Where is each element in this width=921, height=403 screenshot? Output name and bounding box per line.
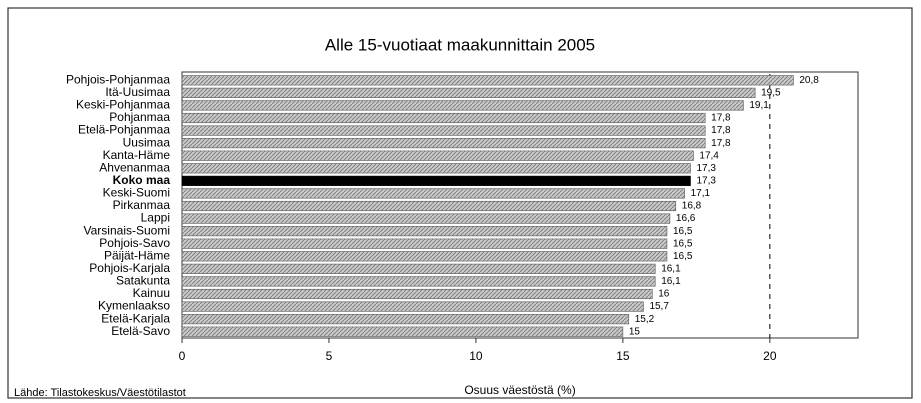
- category-label: Keski-Suomi: [103, 186, 170, 200]
- value-label: 15,7: [649, 301, 669, 312]
- category-label: Koko maa: [113, 173, 171, 187]
- category-label: Pohjanmaa: [109, 110, 170, 124]
- bar: [181, 263, 656, 274]
- category-label: Uusimaa: [123, 135, 171, 149]
- x-tick-label: 20: [763, 349, 777, 363]
- bar: [181, 226, 668, 237]
- category-label: Pirkanmaa: [113, 198, 171, 212]
- category-label: Etelä-Pohjanmaa: [78, 123, 170, 137]
- category-label: Päijät-Häme: [104, 248, 170, 262]
- bar: [181, 251, 668, 262]
- x-tick-label: 5: [326, 349, 333, 363]
- bar: [181, 175, 691, 186]
- value-label: 15,2: [635, 314, 655, 325]
- bar: [181, 326, 624, 337]
- x-tick-label: 0: [179, 349, 186, 363]
- value-label: 17,8: [711, 138, 731, 149]
- value-label: 17,1: [691, 188, 711, 199]
- value-label: 17,4: [699, 150, 719, 161]
- bar: [181, 150, 694, 161]
- value-label: 16: [658, 289, 670, 300]
- bar: [181, 288, 653, 300]
- value-label: 16,1: [661, 263, 681, 274]
- source-note: Lähde: Tilastokeskus/Väestötilastot: [14, 387, 186, 399]
- category-label: Pohjois-Pohjanmaa: [66, 72, 170, 86]
- bar: [181, 188, 685, 199]
- bar: [181, 125, 706, 136]
- category-label: Itä-Uusimaa: [105, 85, 170, 99]
- category-label: Kanta-Häme: [103, 148, 171, 162]
- category-label: Pohjois-Karjala: [89, 261, 170, 275]
- bar: [181, 213, 671, 224]
- bar: [181, 238, 668, 249]
- value-label: 17,3: [696, 175, 716, 186]
- category-label: Kymenlaakso: [98, 299, 170, 313]
- category-label: Satakunta: [116, 274, 170, 288]
- value-label: 16,5: [673, 238, 693, 249]
- chart-title: Alle 15-vuotiaat maakunnittain 2005: [325, 35, 595, 54]
- category-label: Lappi: [141, 211, 170, 225]
- value-label: 16,5: [673, 226, 693, 237]
- bar: [181, 87, 756, 98]
- category-label: Kainuu: [133, 286, 170, 300]
- category-label: Etelä-Karjala: [101, 311, 170, 325]
- bar: [181, 100, 744, 111]
- category-label: Keski-Pohjanmaa: [76, 98, 170, 112]
- value-label: 17,8: [711, 113, 731, 124]
- bar: [181, 75, 794, 86]
- value-label: 15: [629, 326, 641, 337]
- x-tick-label: 10: [469, 349, 483, 363]
- value-label: 20,8: [799, 75, 819, 86]
- frame: [7, 7, 913, 399]
- value-label: 16,1: [661, 276, 681, 287]
- bar: [181, 314, 630, 325]
- category-label: Pohjois-Savo: [99, 236, 170, 250]
- x-axis-label: Osuus väestöstä (%): [464, 383, 575, 397]
- value-label: 16,8: [682, 201, 702, 212]
- bar: [181, 163, 691, 174]
- category-label: Etelä-Savo: [111, 324, 170, 338]
- value-label: 17,8: [711, 125, 731, 136]
- bar: [181, 301, 644, 312]
- value-label: 16,5: [673, 251, 693, 262]
- bar: [181, 138, 706, 149]
- x-tick-label: 15: [616, 349, 630, 363]
- value-label: 16,6: [676, 213, 696, 224]
- category-label: Varsinais-Suomi: [84, 223, 170, 237]
- value-label: 17,3: [696, 163, 716, 174]
- category-label: Ahvenanmaa: [99, 160, 170, 174]
- value-label: 19,1: [749, 100, 769, 111]
- value-label: 19,5: [761, 87, 781, 98]
- bar: [181, 276, 656, 287]
- bar: [181, 112, 706, 124]
- bar: [181, 200, 677, 212]
